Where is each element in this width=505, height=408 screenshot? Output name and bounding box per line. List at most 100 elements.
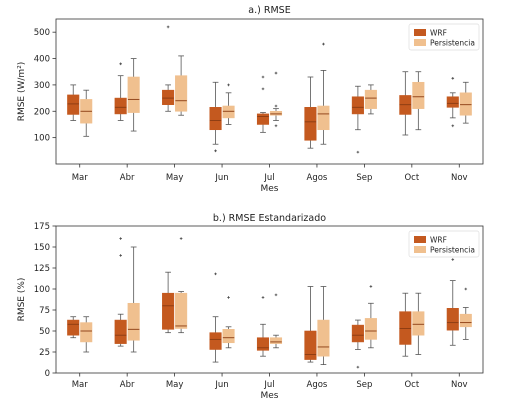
y-tick-label: 150 (34, 243, 50, 253)
outlier-point (261, 296, 265, 299)
box-body (222, 329, 235, 344)
box-wrf-sep (351, 319, 364, 369)
outlier-point (214, 272, 217, 276)
box-body (175, 75, 188, 112)
y-tick-label: 100 (34, 285, 50, 295)
box-body (256, 113, 270, 125)
legend-swatch (414, 29, 426, 36)
box-persistencia-abr (127, 58, 140, 132)
box-persistencia-agos (317, 42, 330, 145)
y-tick-label: 0 (45, 369, 50, 379)
x-tick-label: Mar (72, 380, 89, 390)
outlier-point (322, 42, 325, 46)
box-wrf-may (162, 25, 175, 112)
box-persistencia-may (175, 55, 188, 116)
outlier-point (464, 287, 468, 291)
legend-label: WRF (430, 29, 447, 38)
x-tick-label: Sep (356, 380, 372, 390)
x-tick-label: Jun (214, 380, 228, 390)
outlier-point (274, 104, 278, 108)
legend-frame (408, 230, 480, 258)
box-wrf-oct (399, 292, 412, 357)
box-body (412, 311, 425, 336)
box-wrf-agos (304, 286, 317, 363)
outlier-point (369, 285, 373, 288)
box-persistencia-mar (80, 89, 93, 137)
box-body (162, 292, 175, 330)
outlier-point (261, 75, 265, 79)
y-axis-title: RMSE (W/m²) (17, 62, 27, 122)
y-tick-label: 100 (34, 134, 50, 144)
outlier-point (451, 258, 455, 261)
box-body (80, 322, 93, 343)
x-axis-title: Mes (261, 391, 279, 401)
box-persistencia-sep (364, 285, 377, 349)
box-persistencia-sep (364, 84, 377, 115)
legend-swatch (414, 246, 426, 253)
chart-title: b.) RMSE Estandarizado (213, 213, 326, 224)
box-wrf-nov (446, 77, 459, 128)
y-axis-title: RMSE (%) (17, 278, 27, 322)
x-tick-label: Mar (72, 173, 89, 183)
box-wrf-abr (114, 62, 127, 121)
x-tick-label: Jun (214, 173, 228, 183)
box-persistencia-jul (269, 293, 283, 349)
outlier-point (166, 25, 170, 29)
box-wrf-jun (209, 81, 222, 153)
box-wrf-jul (256, 296, 270, 357)
legend-frame (408, 23, 480, 51)
box-wrf-agos (304, 76, 317, 149)
box-wrf-jun (209, 272, 222, 363)
x-tick-label: Nov (451, 173, 468, 183)
x-tick-label: Oct (404, 380, 419, 390)
box-body (162, 89, 175, 105)
y-tick-label: 75 (39, 306, 50, 316)
box-body (209, 332, 222, 350)
box-body (256, 337, 270, 351)
box-wrf-sep (351, 85, 364, 154)
box-wrf-oct (399, 71, 412, 136)
legend-label: Persistencia (430, 39, 475, 48)
legend-label: Persistencia (430, 246, 475, 255)
x-tick-label: Abr (120, 380, 135, 390)
y-tick-label: 25 (39, 348, 50, 358)
box-body (317, 105, 330, 131)
box-persistencia-jun (222, 83, 235, 125)
x-tick-label: Nov (451, 380, 468, 390)
x-tick-label: Sep (356, 173, 372, 183)
legend-label: WRF (430, 236, 447, 245)
outlier-point (179, 237, 183, 240)
box-body (304, 330, 317, 360)
box-body (269, 337, 283, 344)
box-wrf-may (162, 271, 175, 334)
panel-rmse: a.) RMSE 100 200 300 400 500 RMSE (W/m²) Mar Abr… (17, 5, 484, 194)
box-persistencia-agos (317, 286, 330, 366)
box-body (351, 324, 364, 343)
y-tick-label: 200 (34, 107, 50, 117)
outlier-point (356, 365, 360, 369)
box-wrf-mar (67, 84, 80, 121)
box-body (364, 318, 377, 340)
box-body (351, 96, 364, 115)
legend-swatch (414, 236, 426, 243)
box-body (67, 94, 80, 115)
box-body (67, 319, 80, 336)
box-body (446, 96, 459, 108)
box-body (269, 110, 283, 116)
box-body (317, 319, 330, 357)
box-wrf-mar (67, 316, 80, 339)
box-body (209, 107, 222, 131)
outlier-point (227, 83, 230, 87)
x-tick-label: May (166, 380, 184, 390)
x-axis-title: Mes (261, 184, 279, 194)
legend-swatch (414, 39, 426, 46)
y-tick-label: 175 (34, 222, 50, 232)
box-body (175, 292, 188, 329)
outlier-point (261, 87, 265, 91)
box-body (114, 319, 127, 344)
x-tick-label: Abr (120, 173, 135, 183)
x-tick-label: Oct (404, 173, 419, 183)
